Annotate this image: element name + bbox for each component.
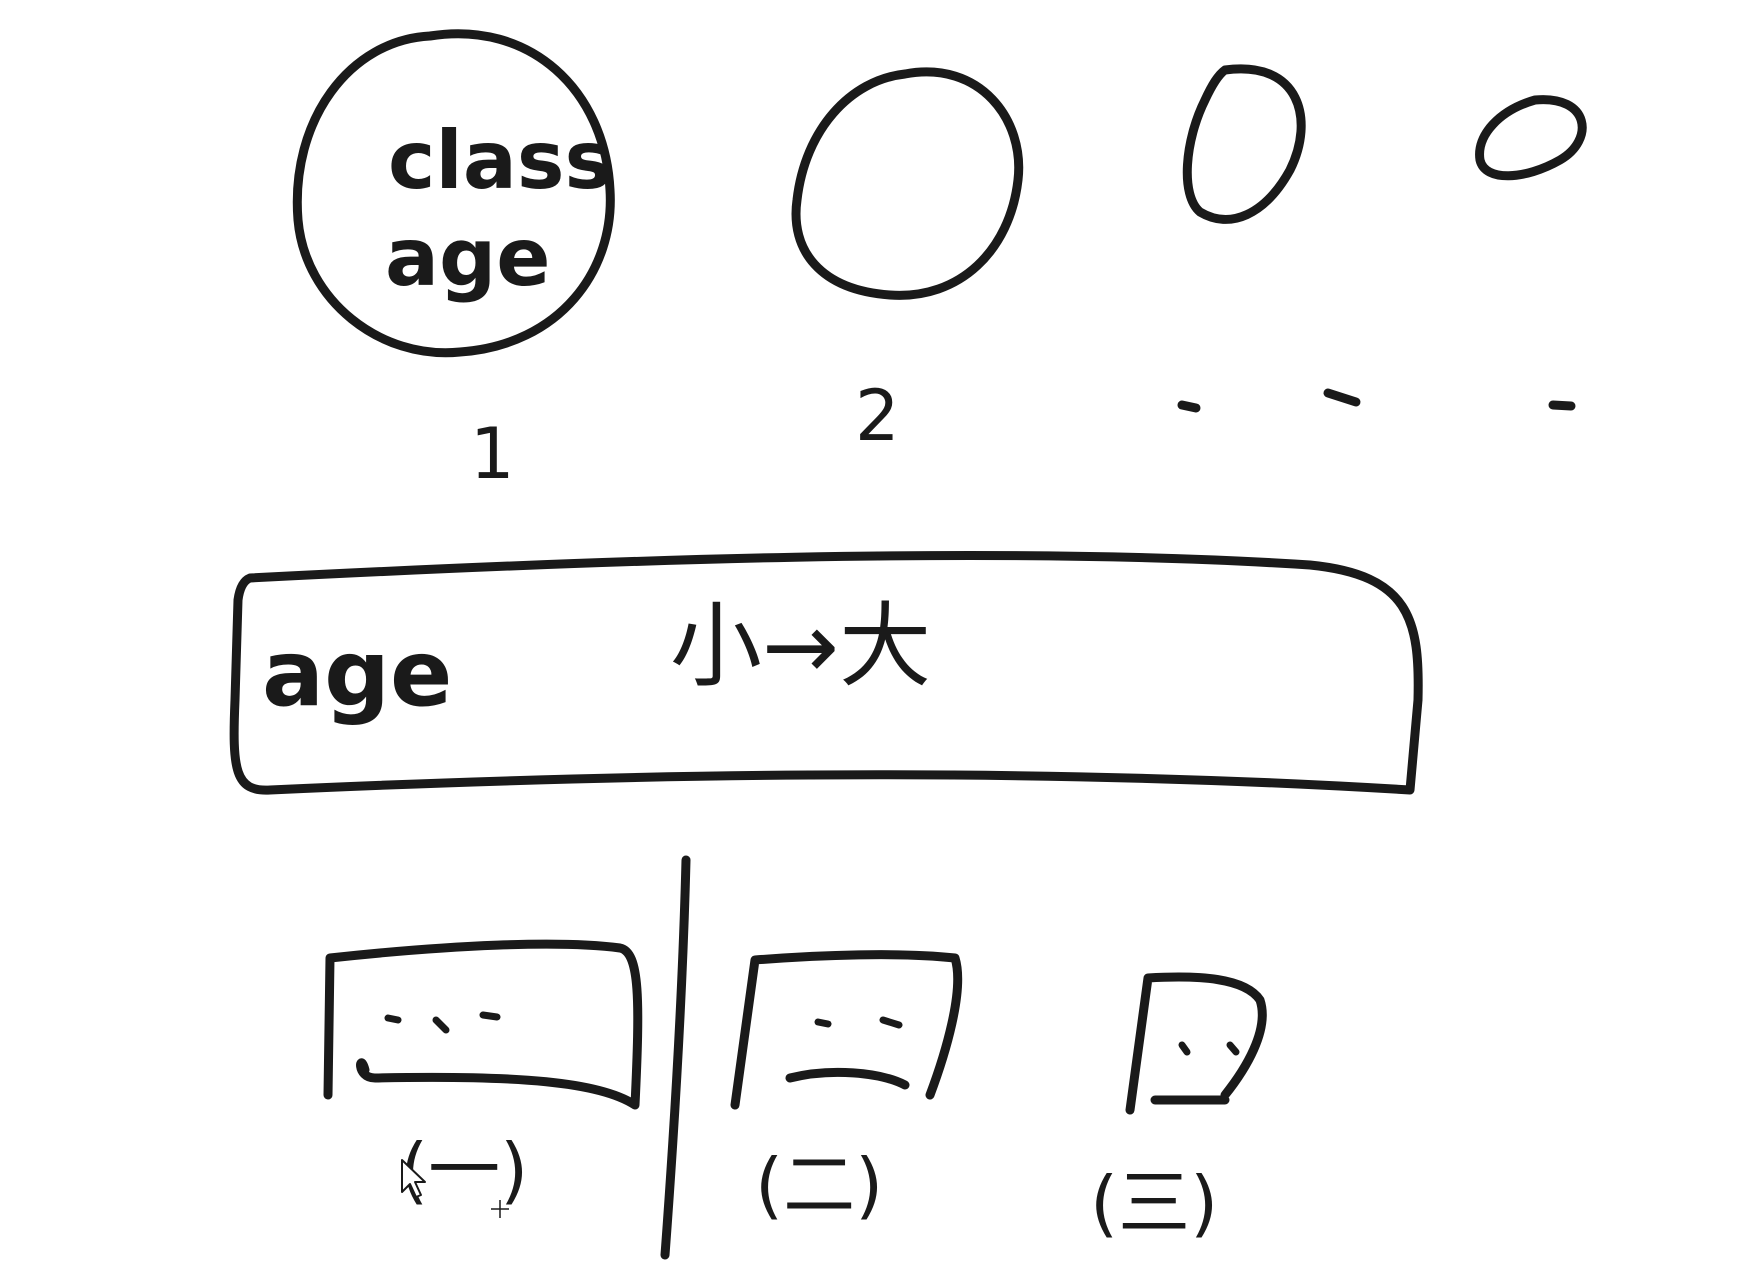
- group-box-3: (三): [1090, 972, 1267, 1245]
- circle-1-line2: age: [385, 211, 551, 304]
- class-circle-4: [1475, 95, 1587, 181]
- class-circle-3: [1182, 64, 1306, 224]
- sort-bar-label: age: [262, 620, 452, 727]
- group-label-3: (三): [1090, 1161, 1218, 1245]
- group-box-1: (一): [323, 939, 643, 1212]
- group-divider: [660, 855, 691, 1260]
- class-circle-2: [791, 67, 1024, 300]
- mouse-pointer-icon: [401, 1159, 426, 1198]
- group-label-1: (一): [400, 1128, 528, 1212]
- circle-1-line1: class: [388, 114, 612, 207]
- group-box-3-dots: [1178, 1041, 1240, 1056]
- age-sort-bar: age 小→大: [229, 550, 1423, 795]
- crosshair-cursor-icon: [491, 1200, 509, 1218]
- circle-label-1: 1: [470, 413, 515, 495]
- sort-bar-note: 小→大: [670, 593, 931, 700]
- class-circle-1: class age: [292, 29, 615, 358]
- group-label-2: (二): [755, 1143, 883, 1227]
- circle-label-2: 2: [855, 375, 900, 457]
- group-box-2: (二): [730, 950, 963, 1227]
- group-box-2-dots: [814, 1016, 903, 1029]
- ellipsis-dashes: [1177, 388, 1576, 413]
- group-box-1-dots: [384, 1011, 501, 1034]
